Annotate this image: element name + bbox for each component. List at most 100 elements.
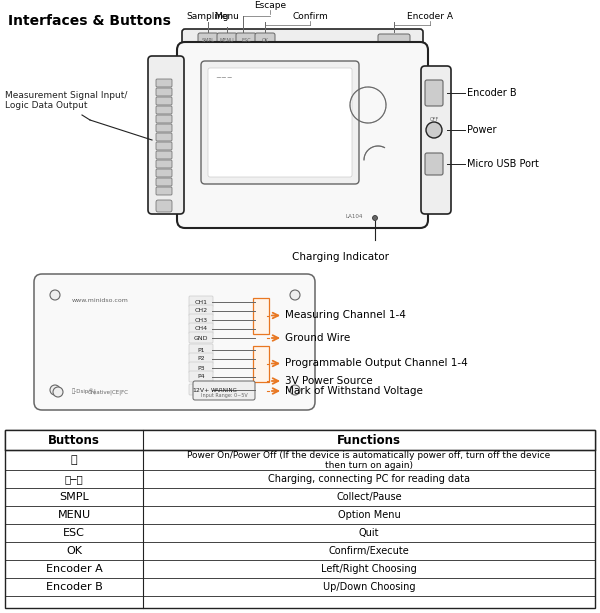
FancyBboxPatch shape	[189, 353, 213, 364]
Text: Confirm: Confirm	[292, 12, 328, 21]
Circle shape	[373, 216, 377, 221]
Text: Left/Right Choosing: Left/Right Choosing	[321, 564, 417, 574]
Bar	[5, 430, 595, 450]
Text: Encoder A: Encoder A	[407, 12, 453, 21]
Text: OK: OK	[262, 38, 269, 43]
FancyBboxPatch shape	[425, 153, 443, 175]
FancyBboxPatch shape	[156, 169, 172, 177]
Text: ~~~: ~~~	[215, 75, 233, 81]
Text: Ⓞ-Dsip®|: Ⓞ-Dsip®|	[72, 389, 97, 395]
Text: Ground Wire: Ground Wire	[285, 333, 350, 343]
FancyBboxPatch shape	[156, 142, 172, 150]
Text: WARNING: WARNING	[211, 387, 238, 392]
Text: Charging Indicator: Charging Indicator	[292, 252, 389, 262]
Text: Micro USB Port: Micro USB Port	[467, 159, 539, 169]
FancyBboxPatch shape	[156, 133, 172, 141]
Text: ESC: ESC	[241, 38, 251, 43]
FancyBboxPatch shape	[34, 274, 315, 410]
FancyBboxPatch shape	[189, 362, 213, 373]
Text: 3V Power Source: 3V Power Source	[285, 376, 373, 386]
Text: CH3: CH3	[194, 318, 208, 322]
Circle shape	[426, 122, 442, 138]
Text: Charging, connecting PC for reading data: Charging, connecting PC for reading data	[268, 474, 470, 484]
Text: Menu: Menu	[215, 12, 239, 21]
Text: Programmable Output Channel 1-4: Programmable Output Channel 1-4	[285, 359, 468, 368]
FancyBboxPatch shape	[156, 200, 172, 212]
Text: Mark of Withstand Voltage: Mark of Withstand Voltage	[285, 386, 423, 396]
FancyBboxPatch shape	[156, 151, 172, 159]
FancyBboxPatch shape	[189, 344, 213, 355]
Text: Buttons: Buttons	[48, 433, 100, 446]
FancyBboxPatch shape	[156, 79, 172, 87]
Text: P3: P3	[197, 365, 205, 370]
Text: GND: GND	[194, 335, 208, 340]
FancyBboxPatch shape	[189, 314, 213, 325]
Text: Sampling: Sampling	[187, 12, 229, 21]
Circle shape	[50, 290, 60, 300]
Text: ESC: ESC	[63, 528, 85, 538]
FancyBboxPatch shape	[156, 97, 172, 105]
Text: Functions: Functions	[337, 433, 401, 446]
Bar	[5, 430, 595, 608]
Text: Measuring Channel 1-4: Measuring Channel 1-4	[285, 311, 406, 321]
FancyBboxPatch shape	[156, 160, 172, 168]
Text: OK: OK	[66, 546, 82, 556]
FancyBboxPatch shape	[156, 88, 172, 96]
FancyBboxPatch shape	[156, 124, 172, 132]
Text: 12V+: 12V+	[193, 387, 209, 392]
Text: Power: Power	[467, 125, 497, 135]
Text: LA104: LA104	[345, 214, 362, 219]
FancyBboxPatch shape	[148, 56, 184, 214]
Circle shape	[53, 387, 63, 397]
Circle shape	[290, 385, 300, 395]
Text: Escape: Escape	[254, 1, 286, 10]
Text: P1: P1	[197, 348, 205, 352]
FancyBboxPatch shape	[189, 384, 213, 395]
Text: SMPL: SMPL	[59, 492, 89, 502]
FancyBboxPatch shape	[189, 296, 213, 307]
FancyBboxPatch shape	[208, 68, 352, 177]
FancyBboxPatch shape	[156, 115, 172, 123]
Text: Encoder B: Encoder B	[467, 88, 517, 98]
Text: MENU: MENU	[220, 38, 235, 43]
FancyBboxPatch shape	[198, 33, 218, 48]
Text: MENU: MENU	[58, 510, 91, 520]
FancyBboxPatch shape	[177, 42, 428, 228]
Text: Measurement Signal Input/: Measurement Signal Input/	[5, 91, 127, 99]
Text: SMPL: SMPL	[202, 38, 215, 43]
FancyBboxPatch shape	[255, 33, 275, 48]
Text: P4: P4	[197, 375, 205, 379]
Text: Quit: Quit	[359, 528, 379, 538]
FancyBboxPatch shape	[189, 323, 213, 334]
Text: ⏻: ⏻	[71, 455, 77, 465]
Text: Logic Data Output: Logic Data Output	[5, 102, 88, 110]
FancyBboxPatch shape	[189, 371, 213, 382]
Text: Creative|CE|FC: Creative|CE|FC	[88, 389, 129, 395]
Text: Collect/Pause: Collect/Pause	[336, 492, 402, 502]
Text: Up/Down Choosing: Up/Down Choosing	[323, 582, 415, 592]
Circle shape	[290, 290, 300, 300]
FancyBboxPatch shape	[156, 106, 172, 114]
Text: Input Range: 0~5V: Input Range: 0~5V	[200, 392, 247, 397]
FancyBboxPatch shape	[217, 33, 237, 48]
Text: P2: P2	[197, 357, 205, 362]
FancyBboxPatch shape	[189, 305, 213, 316]
Text: Power On/Power Off (If the device is automatically power off, turn off the devic: Power On/Power Off (If the device is aut…	[187, 452, 551, 460]
Text: Option Menu: Option Menu	[338, 510, 400, 520]
Text: Encoder B: Encoder B	[46, 582, 103, 592]
Text: CH2: CH2	[194, 308, 208, 313]
FancyBboxPatch shape	[189, 332, 213, 343]
FancyBboxPatch shape	[201, 61, 359, 184]
Circle shape	[50, 385, 60, 395]
Text: OFF: OFF	[430, 117, 439, 122]
Text: Encoder A: Encoder A	[46, 564, 103, 574]
FancyBboxPatch shape	[193, 381, 255, 400]
Text: Interfaces & Buttons: Interfaces & Buttons	[8, 14, 171, 28]
Bar	[253, 298, 269, 334]
FancyBboxPatch shape	[378, 34, 410, 48]
Text: Confirm/Execute: Confirm/Execute	[329, 546, 409, 556]
Text: then turn on again): then turn on again)	[325, 462, 413, 471]
FancyBboxPatch shape	[236, 33, 256, 48]
Text: CH4: CH4	[194, 327, 208, 332]
FancyBboxPatch shape	[182, 29, 423, 53]
